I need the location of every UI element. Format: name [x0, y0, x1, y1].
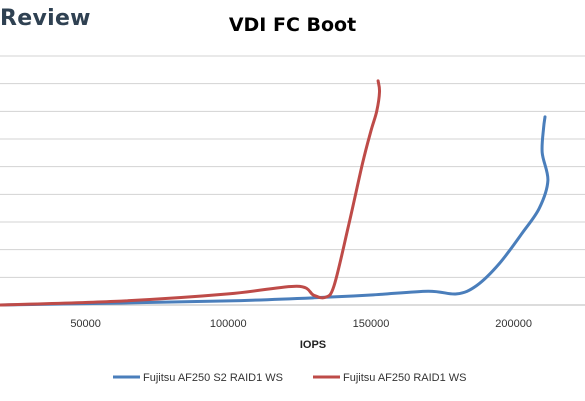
legend: Fujitsu AF250 S2 RAID1 WS Fujitsu AF250 R… — [113, 372, 467, 384]
x-tick-label: 150000 — [353, 318, 390, 330]
x-tick-labels: 50000 100000 150000 200000 — [70, 318, 532, 330]
chart-title: VDI FC Boot — [228, 14, 357, 36]
x-tick-label: 50000 — [70, 318, 101, 330]
legend-label-1: Fujitsu AF250 S2 RAID1 WS — [143, 372, 283, 384]
series-lines — [0, 79, 550, 307]
x-axis-label: IOPS — [300, 339, 326, 351]
legend-label-2: Fujitsu AF250 RAID1 WS — [343, 372, 467, 384]
grid-lines — [0, 55, 585, 306]
x-tick-label: 200000 — [495, 318, 532, 330]
series-line-1 — [0, 115, 550, 307]
series-line-2 — [0, 79, 382, 307]
x-tick-label: 100000 — [210, 318, 247, 330]
brand-logo-text: Review — [0, 6, 91, 31]
